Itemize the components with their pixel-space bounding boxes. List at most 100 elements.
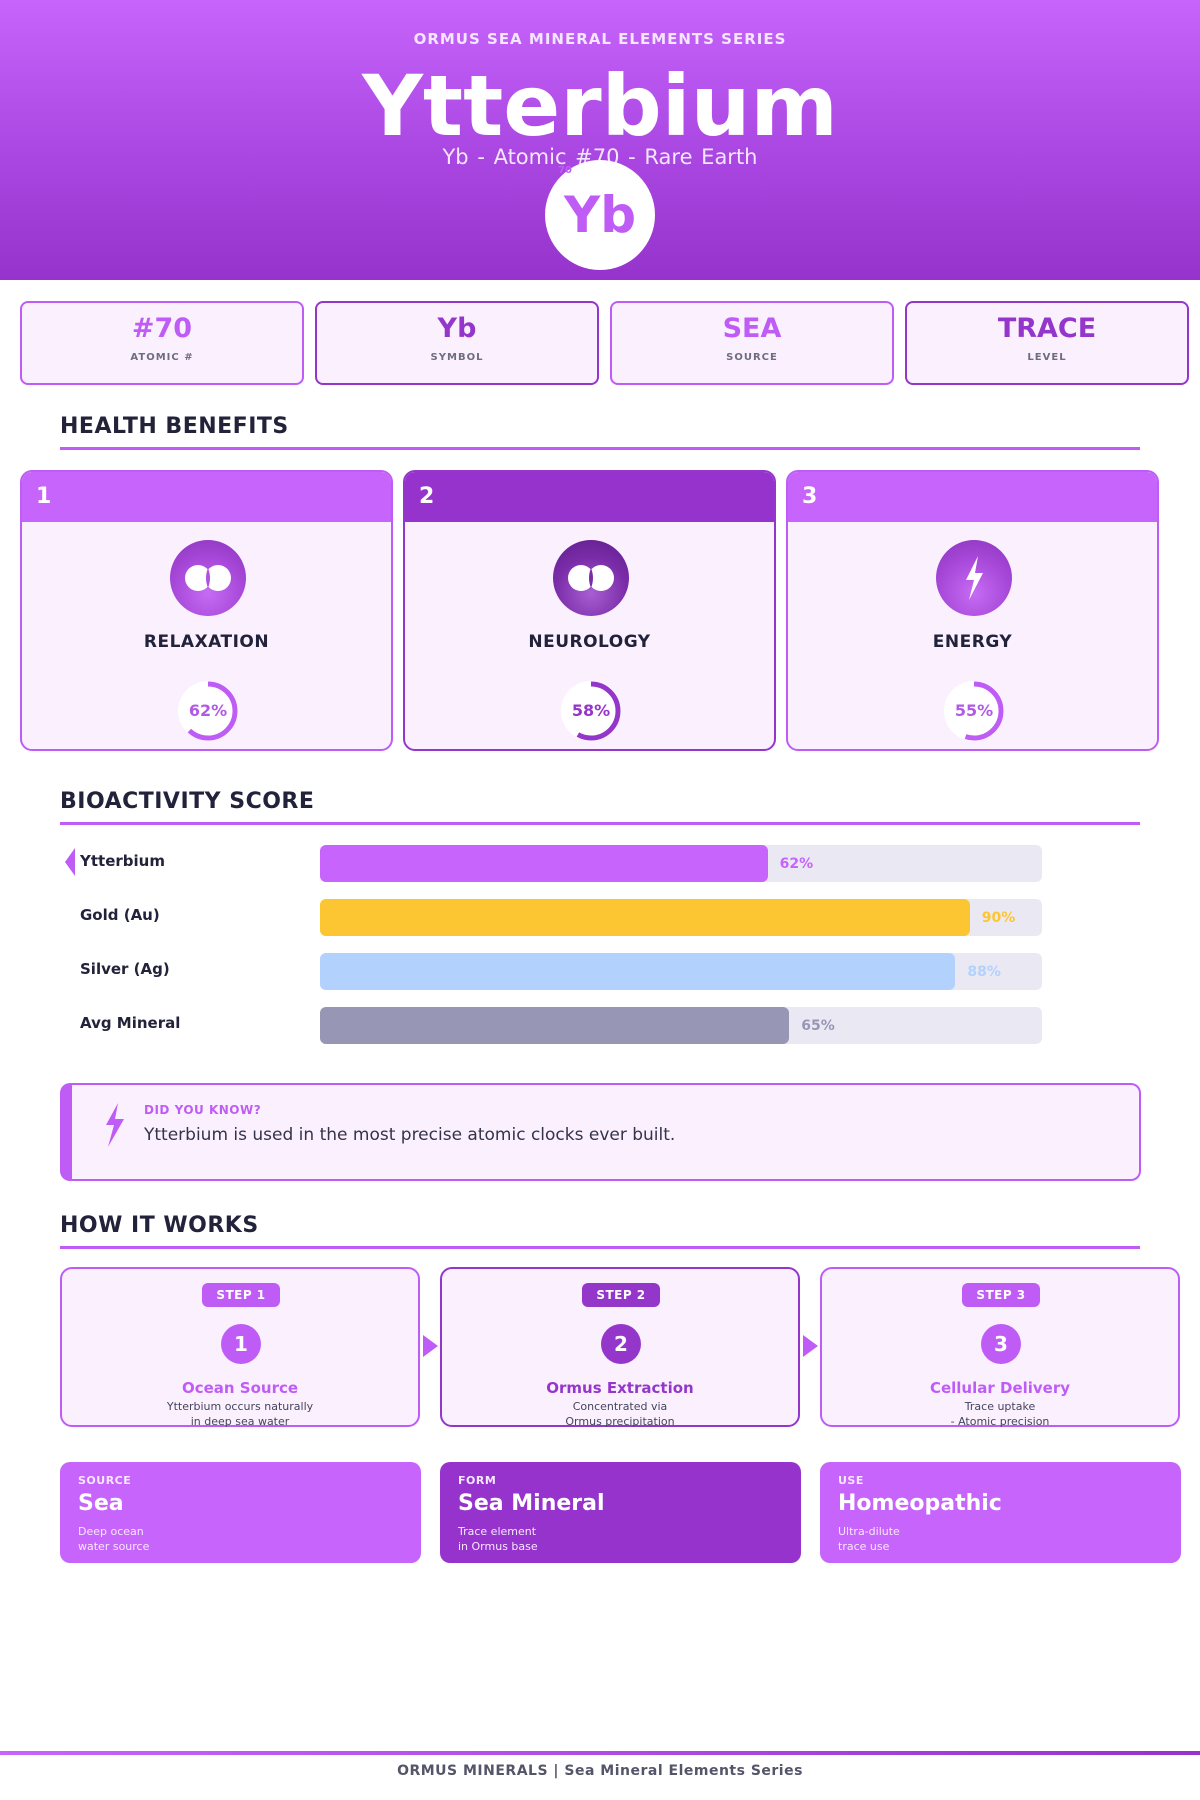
section-title: BIOACTIVITY SCORE	[60, 789, 315, 814]
tile-value: Sea Mineral	[458, 1491, 605, 1516]
how-it-works-heading: HOW IT WORKS	[60, 1213, 1140, 1249]
bio-value: 88%	[967, 964, 1001, 980]
stat-value: #70	[131, 313, 193, 344]
step-desc-line: Concentrated via	[572, 1400, 668, 1413]
bio-bar-track: 65%	[320, 1007, 1042, 1044]
stat-value: SEA	[722, 313, 782, 344]
stat-label: ATOMIC #	[130, 352, 194, 363]
benefit-name: RELAXATION	[143, 632, 270, 652]
step-card-3: STEP 3 3 Cellular Delivery Trace uptake …	[820, 1267, 1180, 1429]
info-tile-source: SOURCE Sea Deep ocean water source	[60, 1462, 421, 1563]
bio-bar-fill	[320, 899, 970, 936]
bio-label: Silver (Ag)	[80, 960, 170, 978]
fact-text: Ytterbium is used in the most precise at…	[144, 1125, 676, 1145]
footer-divider	[0, 1751, 1200, 1755]
step-pill: STEP 3	[962, 1283, 1040, 1307]
tile-label: SOURCE	[78, 1474, 132, 1487]
badge-atomic-number: 70	[558, 165, 572, 176]
section-title: HEALTH BENEFITS	[60, 414, 289, 439]
card-number: 2	[405, 472, 774, 522]
tile-value: Sea	[78, 1491, 124, 1516]
step-desc-line: Ormus precipitation	[565, 1415, 675, 1428]
relaxation-icon	[170, 540, 246, 616]
health-benefits-heading: HEALTH BENEFITS	[60, 414, 1140, 450]
benefit-card-neurology: 2 NEUROLOGY 58%	[403, 470, 776, 751]
element-title: Ytterbium	[362, 57, 838, 155]
step-desc-line: - Atomic precision	[950, 1415, 1050, 1428]
bio-bar-track: 90%	[320, 899, 1042, 936]
tile-label: USE	[838, 1474, 864, 1487]
percent-ring: 58%	[556, 676, 626, 746]
tile-desc-line: water source	[78, 1540, 150, 1553]
series-title: ORMUS SEA MINERAL ELEMENTS SERIES	[413, 30, 787, 48]
bio-bar-fill	[320, 1007, 790, 1044]
benefit-name: ENERGY	[932, 632, 1013, 652]
neurology-icon	[553, 540, 629, 616]
bio-label: Gold (Au)	[80, 906, 160, 924]
bio-bar-track: 62%	[320, 845, 1042, 882]
stat-label: LEVEL	[1027, 352, 1067, 363]
step-desc-line: Trace uptake	[964, 1400, 1036, 1413]
tile-value: Homeopathic	[838, 1491, 1002, 1516]
step-number: 3	[981, 1324, 1021, 1364]
percent-value: 55%	[954, 701, 994, 720]
tile-label: FORM	[458, 1474, 497, 1487]
bio-value: 65%	[801, 1018, 835, 1034]
info-tile-form: FORM Sea Mineral Trace element in Ormus …	[440, 1462, 801, 1563]
percent-value: 58%	[571, 701, 611, 720]
step-description: Concentrated via Ormus precipitation	[442, 1399, 798, 1429]
bio-bar-track: 88%	[320, 953, 1042, 990]
stat-source: SEA SOURCE	[610, 301, 894, 385]
step-pill: STEP 2	[582, 1283, 660, 1307]
step-title: Ormus Extraction	[546, 1379, 694, 1397]
step-pill: STEP 1	[202, 1283, 280, 1307]
badge-symbol: Yb	[564, 186, 636, 244]
lightning-icon	[936, 540, 1012, 616]
footer-text: ORMUS MINERALS | Sea Mineral Elements Se…	[397, 1763, 803, 1779]
stat-atomic-number: #70 ATOMIC #	[20, 301, 304, 385]
stat-level: TRACE LEVEL	[905, 301, 1189, 385]
tile-description: Trace element in Ormus base	[458, 1524, 801, 1554]
highlight-pointer-icon	[65, 848, 75, 876]
section-title: HOW IT WORKS	[60, 1213, 259, 1238]
percent-ring: 62%	[173, 676, 243, 746]
bio-label: Ytterbium	[80, 852, 165, 870]
step-title: Cellular Delivery	[929, 1379, 1071, 1397]
step-description: Ytterbium occurs naturally in deep sea w…	[62, 1399, 418, 1429]
step-number: 1	[221, 1324, 261, 1364]
header-banner: ORMUS SEA MINERAL ELEMENTS SERIES Ytterb…	[0, 0, 1200, 280]
bio-value: 90%	[981, 910, 1016, 926]
benefit-card-energy: 3 ENERGY 55%	[786, 470, 1159, 751]
bio-value: 62%	[779, 856, 814, 872]
step-description: Trace uptake - Atomic precision	[822, 1399, 1178, 1429]
tile-desc-line: in Ormus base	[458, 1540, 538, 1553]
lightning-icon	[102, 1103, 126, 1147]
step-arrow-icon	[423, 1335, 438, 1357]
tile-description: Ultra-dilute trace use	[838, 1524, 1181, 1554]
percent-ring: 55%	[939, 676, 1009, 746]
stat-label: SOURCE	[726, 352, 778, 363]
step-title: Ocean Source	[181, 1379, 299, 1397]
bioactivity-heading: BIOACTIVITY SCORE	[60, 789, 1140, 825]
step-desc-line: Ytterbium occurs naturally	[166, 1400, 314, 1413]
stat-label: SYMBOL	[430, 352, 484, 363]
stat-symbol: Yb SYMBOL	[315, 301, 599, 385]
stat-value: TRACE	[997, 313, 1097, 344]
fact-label: DID YOU KNOW?	[144, 1103, 262, 1117]
stat-value: Yb	[437, 313, 477, 344]
tile-desc-line: trace use	[838, 1540, 890, 1553]
step-arrow-icon	[803, 1335, 818, 1357]
card-number: 1	[22, 472, 391, 522]
benefit-card-relaxation: 1 RELAXATION 62%	[20, 470, 393, 751]
tile-desc-line: Ultra-dilute	[838, 1525, 900, 1538]
bio-bar-fill	[320, 845, 768, 882]
did-you-know-box: DID YOU KNOW? Ytterbium is used in the m…	[60, 1083, 1141, 1181]
step-desc-line: in deep sea water	[190, 1415, 290, 1428]
tile-description: Deep ocean water source	[78, 1524, 421, 1554]
tile-desc-line: Trace element	[458, 1525, 537, 1538]
benefit-name: NEUROLOGY	[528, 632, 651, 652]
step-card-2: STEP 2 2 Ormus Extraction Concentrated v…	[440, 1267, 800, 1429]
card-number: 3	[788, 472, 1157, 522]
element-symbol-badge: 70 Yb	[545, 160, 655, 270]
step-card-1: STEP 1 1 Ocean Source Ytterbium occurs n…	[60, 1267, 420, 1429]
